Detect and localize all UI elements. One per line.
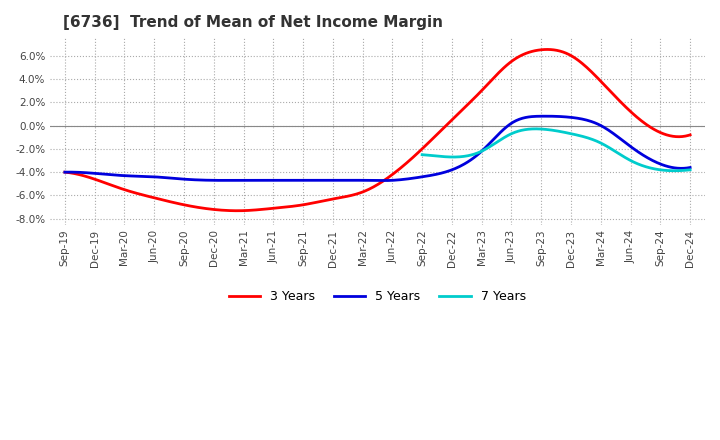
Text: [6736]  Trend of Mean of Net Income Margin: [6736] Trend of Mean of Net Income Margi… [63,15,443,30]
Legend: 3 Years, 5 Years, 7 Years: 3 Years, 5 Years, 7 Years [224,285,531,308]
